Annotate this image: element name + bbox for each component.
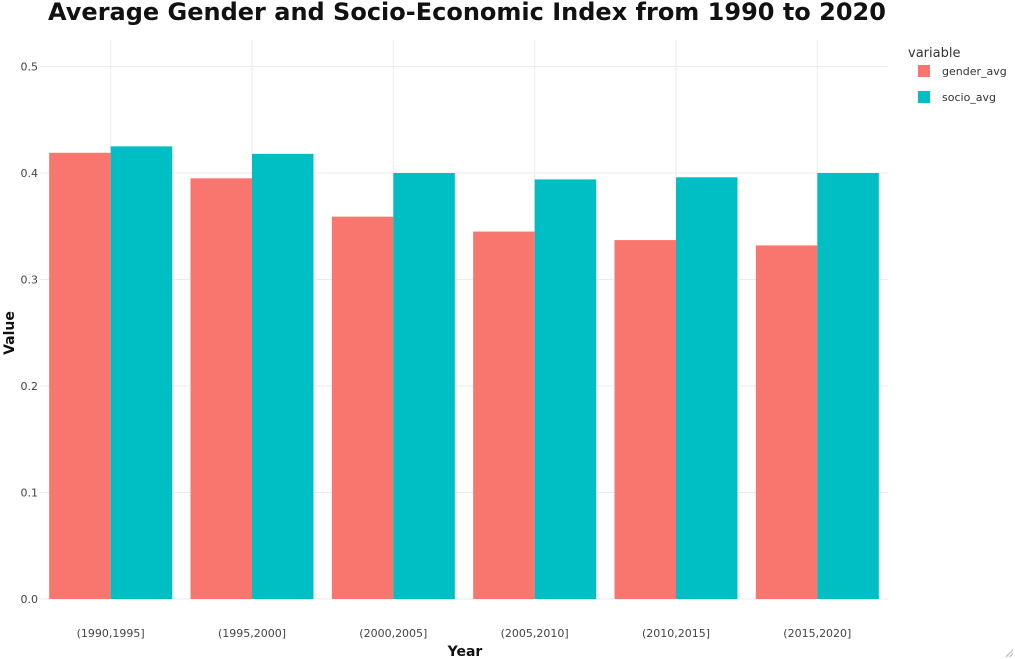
x-tick-label: (1990,1995] [77,627,145,640]
bar-socio_avg [534,179,597,599]
bar-socio_avg [817,173,879,599]
x-tick-label: (2005,2010] [501,627,569,640]
resize-grip-icon[interactable] [1003,647,1013,657]
legend-swatch-gender_avg [918,65,930,77]
bar-socio_avg [393,173,455,599]
y-axis-title: Value [2,311,18,355]
legend-label-socio_avg: socio_avg [942,91,996,104]
bar-socio_avg [110,146,173,599]
chart-title: Average Gender and Socio-Economic Index … [48,0,886,26]
bars-layer [49,146,879,600]
y-tick-label: 0.3 [21,274,39,287]
x-tick-label: (2000,2005] [359,627,427,640]
bar-socio_avg [252,153,314,599]
bar-gender_avg [331,216,394,600]
y-tick-label: 0.5 [21,61,39,74]
y-tick-label: 0.4 [21,167,39,180]
x-tick-label: (2015,2020] [783,627,851,640]
legend-swatch-socio_avg [918,91,930,103]
y-axis-ticks: 0.0 0.1 0.2 0.3 0.4 0.5 [21,61,39,607]
y-tick-label: 0.0 [21,593,39,606]
y-tick-label: 0.1 [21,487,39,500]
y-tick-label: 0.2 [21,380,39,393]
legend-items: gender_avg socio_avg [918,65,1007,104]
bar-gender_avg [473,231,535,599]
x-tick-label: (2010,2015] [642,627,710,640]
x-tick-label: (1995,2000] [218,627,286,640]
bar-gender_avg [755,245,818,600]
legend-title: variable [908,46,960,61]
x-axis-ticks: (1990,1995] (1995,2000] (2000,2005] (2005,2… [77,627,852,640]
legend-label-gender_avg: gender_avg [942,65,1007,78]
bar-gender_avg [49,152,111,599]
bar-gender_avg [190,178,252,599]
x-axis-title: Year [447,644,483,659]
bar-socio_avg [676,177,738,599]
legend: variable gender_avg socio_avg [908,46,1007,104]
bar-gender_avg [614,240,676,599]
